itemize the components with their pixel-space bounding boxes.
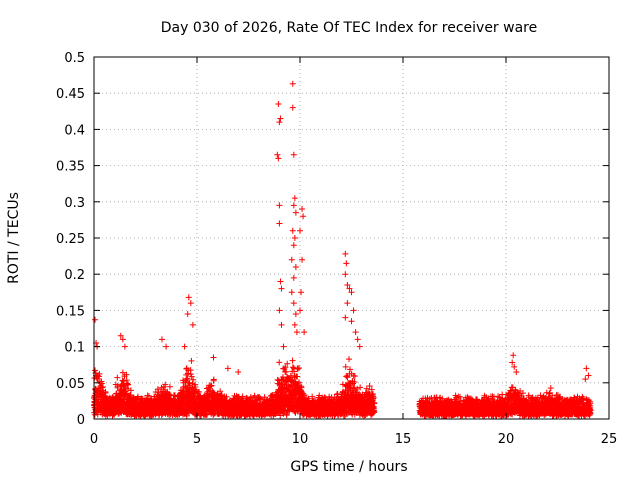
data-point <box>187 371 194 378</box>
data-point <box>123 371 130 378</box>
chart-title: Day 030 of 2026, Rate Of TEC Index for r… <box>161 20 537 36</box>
data-points <box>91 80 594 420</box>
data-point <box>276 359 283 366</box>
x-axis-label: GPS time / hours <box>290 459 407 475</box>
data-point <box>208 382 215 389</box>
data-point <box>121 388 128 395</box>
data-point <box>100 383 107 390</box>
data-point <box>144 392 151 399</box>
data-point <box>166 383 173 390</box>
data-point <box>357 384 364 391</box>
data-point <box>188 357 195 364</box>
data-point <box>124 380 131 387</box>
data-point <box>204 411 211 418</box>
data-point <box>363 385 370 392</box>
data-point <box>188 373 195 380</box>
grid-layer <box>94 57 609 419</box>
data-point <box>217 388 224 395</box>
data-point <box>154 386 161 393</box>
data-point <box>192 384 199 391</box>
data-point <box>196 389 203 396</box>
data-point <box>334 390 341 397</box>
y-axis-label: ROTI / TECUs <box>6 192 22 284</box>
data-point <box>98 380 105 387</box>
data-point <box>190 376 197 383</box>
data-point <box>184 375 191 382</box>
data-point <box>183 412 190 419</box>
data-point <box>114 374 121 381</box>
data-point <box>186 380 193 387</box>
data-point <box>119 369 126 376</box>
data-point <box>127 387 134 394</box>
data-point <box>96 370 103 377</box>
data-point <box>289 357 296 364</box>
data-point <box>92 367 99 374</box>
data-point <box>346 356 353 363</box>
data-point <box>210 376 217 383</box>
data-point <box>94 375 101 382</box>
data-point <box>162 381 169 388</box>
data-point <box>183 376 190 383</box>
data-point <box>125 381 132 388</box>
